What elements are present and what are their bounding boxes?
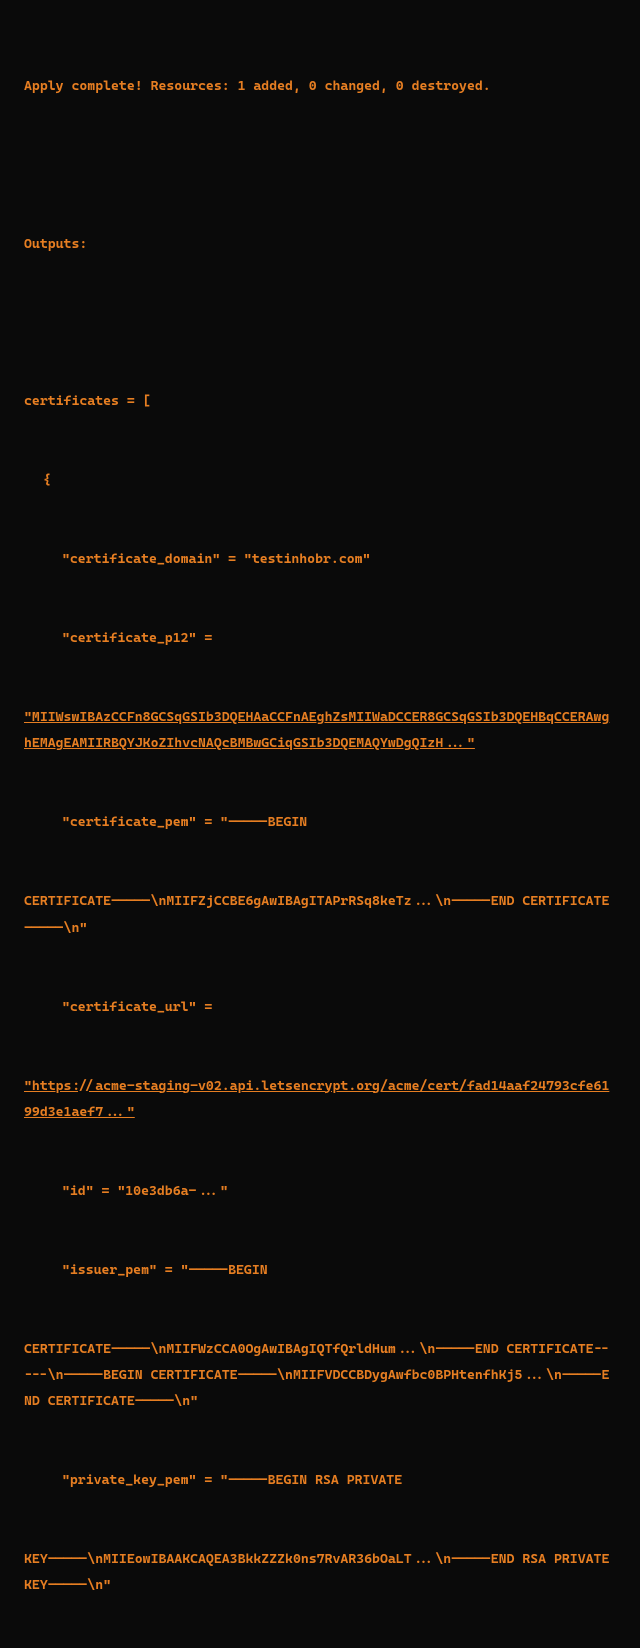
blank-line [24, 309, 616, 335]
terminal-output: Apply complete! Resources: 1 added, 0 ch… [24, 20, 616, 1648]
outputs-label: Outputs: [24, 231, 616, 257]
open-brace: { [24, 467, 616, 493]
field-certificate-p12-key: "certificate_p12" = [24, 625, 616, 651]
field-certificate-p12-value: "MIIWswIBAzCCFn8GCSqGSIb3DQEHAaCCFnAEghZ… [24, 704, 616, 757]
field-certificate-url-key: "certificate_url" = [24, 994, 616, 1020]
var-declaration: certificates = [ [24, 388, 616, 414]
field-id: "id" = "10e3db6a-..." [24, 1178, 616, 1204]
field-certificate-pem-key: "certificate_pem" = "-----BEGIN [24, 809, 616, 835]
blank-line [24, 152, 616, 178]
apply-complete-line: Apply complete! Resources: 1 added, 0 ch… [24, 73, 616, 99]
field-private-key-pem-value: KEY-----\nMIIEowIBAAKCAQEA3BkkZZZk0ns7Rv… [24, 1546, 616, 1599]
field-certificate-pem-value: CERTIFICATE-----\nMIIFZjCCBE6gAwIBAgITAP… [24, 888, 616, 941]
field-private-key-pem-key: "private_key_pem" = "-----BEGIN RSA PRIV… [24, 1467, 616, 1493]
field-certificate-url-value: "https://acme-staging-v02.api.letsencryp… [24, 1073, 616, 1126]
field-certificate-domain: "certificate_domain" = "testinhobr.com" [24, 546, 616, 572]
field-issuer-pem-key: "issuer_pem" = "-----BEGIN [24, 1257, 616, 1283]
field-issuer-pem-value: CERTIFICATE-----\nMIIFWzCCA0OgAwIBAgIQTf… [24, 1336, 616, 1415]
